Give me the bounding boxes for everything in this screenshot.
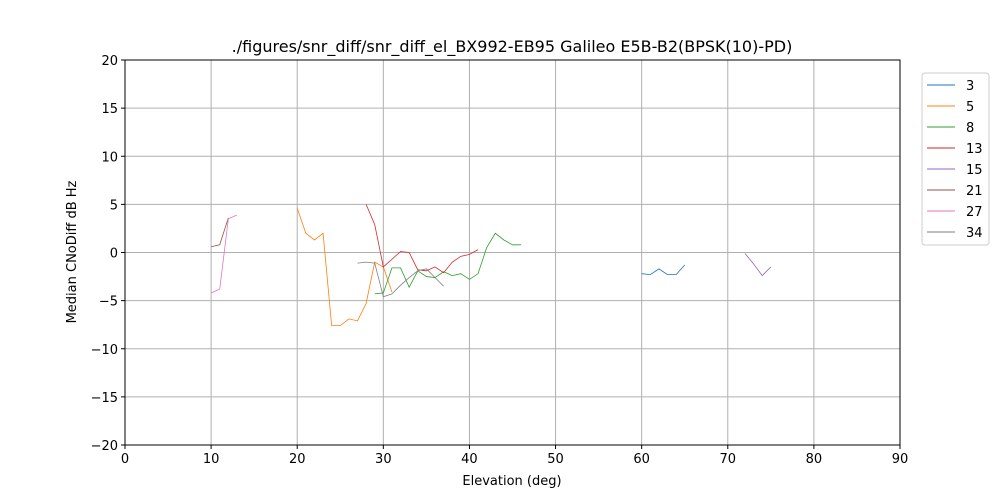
y-tick-label: 0 [110, 247, 118, 262]
series-line-8 [374, 232, 522, 295]
series-line-15 [744, 253, 772, 277]
legend: 3 5 8 13 15 21 27 34 [921, 72, 990, 246]
legend-label-5: 5 [966, 100, 974, 115]
x-tick-label: 0 [121, 452, 129, 467]
y-tick-label: −20 [91, 439, 118, 454]
x-tick-label: 80 [806, 452, 823, 467]
series-line-13 [365, 204, 479, 274]
legend-label-34: 34 [966, 226, 983, 241]
x-tick-label: 10 [203, 452, 220, 467]
x-tick-label: 50 [547, 452, 564, 467]
series-line-3 [641, 264, 686, 276]
y-tick-label: −10 [91, 343, 118, 358]
ticks: 0 10 20 30 40 50 60 70 80 90 −20 −15 −10 −5 0 5 10 15 20 [91, 54, 909, 467]
legend-label-15: 15 [966, 163, 983, 178]
legend-label-3: 3 [966, 79, 974, 94]
y-tick-label: −15 [91, 391, 118, 406]
legend-box [921, 72, 990, 246]
x-tick-label: 20 [289, 452, 306, 467]
x-tick-label: 40 [461, 452, 478, 467]
series-line-21 [211, 217, 229, 248]
y-tick-label: 10 [101, 150, 118, 165]
y-axis-label: Median CNoDiff dB Hz [65, 180, 80, 323]
x-tick-label: 70 [720, 452, 737, 467]
x-tick-label: 60 [633, 452, 650, 467]
y-tick-label: −5 [99, 295, 118, 310]
legend-label-27: 27 [966, 205, 983, 220]
grid [124, 59, 901, 446]
x-tick-label: 30 [375, 452, 392, 467]
series-line-5 [296, 208, 393, 327]
legend-label-8: 8 [966, 121, 974, 136]
legend-label-21: 21 [966, 184, 983, 199]
series-line-27 [210, 214, 238, 294]
legend-label-13: 13 [966, 142, 983, 157]
y-tick-label: 15 [101, 102, 118, 117]
y-tick-label: 20 [101, 54, 118, 69]
x-axis-label: Elevation (deg) [462, 474, 561, 489]
series-line-34 [357, 261, 444, 298]
y-tick-label: 5 [110, 198, 118, 213]
chart-title: ./figures/snr_diff/snr_diff_el_BX992-EB9… [232, 37, 793, 57]
series-lines [210, 204, 772, 327]
x-tick-label: 90 [892, 452, 909, 467]
